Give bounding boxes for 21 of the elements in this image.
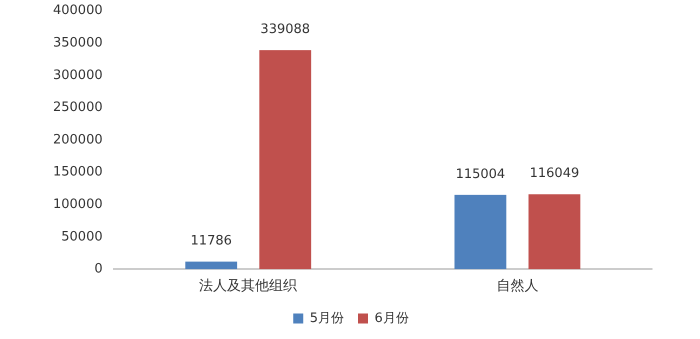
data-label: 339088 <box>260 22 310 38</box>
y-tick-label: 0 <box>94 262 103 277</box>
data-label: 115004 <box>456 166 506 182</box>
y-tick-label: 300000 <box>52 68 103 83</box>
x-tick-label: 法人及其他组织 <box>199 278 298 294</box>
data-label: 116049 <box>530 166 580 182</box>
y-tick-label: 150000 <box>52 164 103 180</box>
data-label: 11786 <box>190 233 232 248</box>
legend-label: 6月份 <box>374 310 409 326</box>
y-tick-label: 350000 <box>52 35 103 50</box>
bar <box>259 50 312 270</box>
y-tick-label: 50000 <box>61 229 103 244</box>
y-tick-label: 200000 <box>52 132 103 148</box>
bar <box>185 262 238 270</box>
x-tick-label: 自然人 <box>496 278 538 294</box>
y-tick-label: 250000 <box>52 100 103 116</box>
y-tick-label: 400000 <box>52 3 103 18</box>
bar <box>528 194 580 270</box>
y-tick-label: 100000 <box>52 196 103 212</box>
bar <box>454 194 506 270</box>
legend-label: 5月份 <box>310 310 344 326</box>
